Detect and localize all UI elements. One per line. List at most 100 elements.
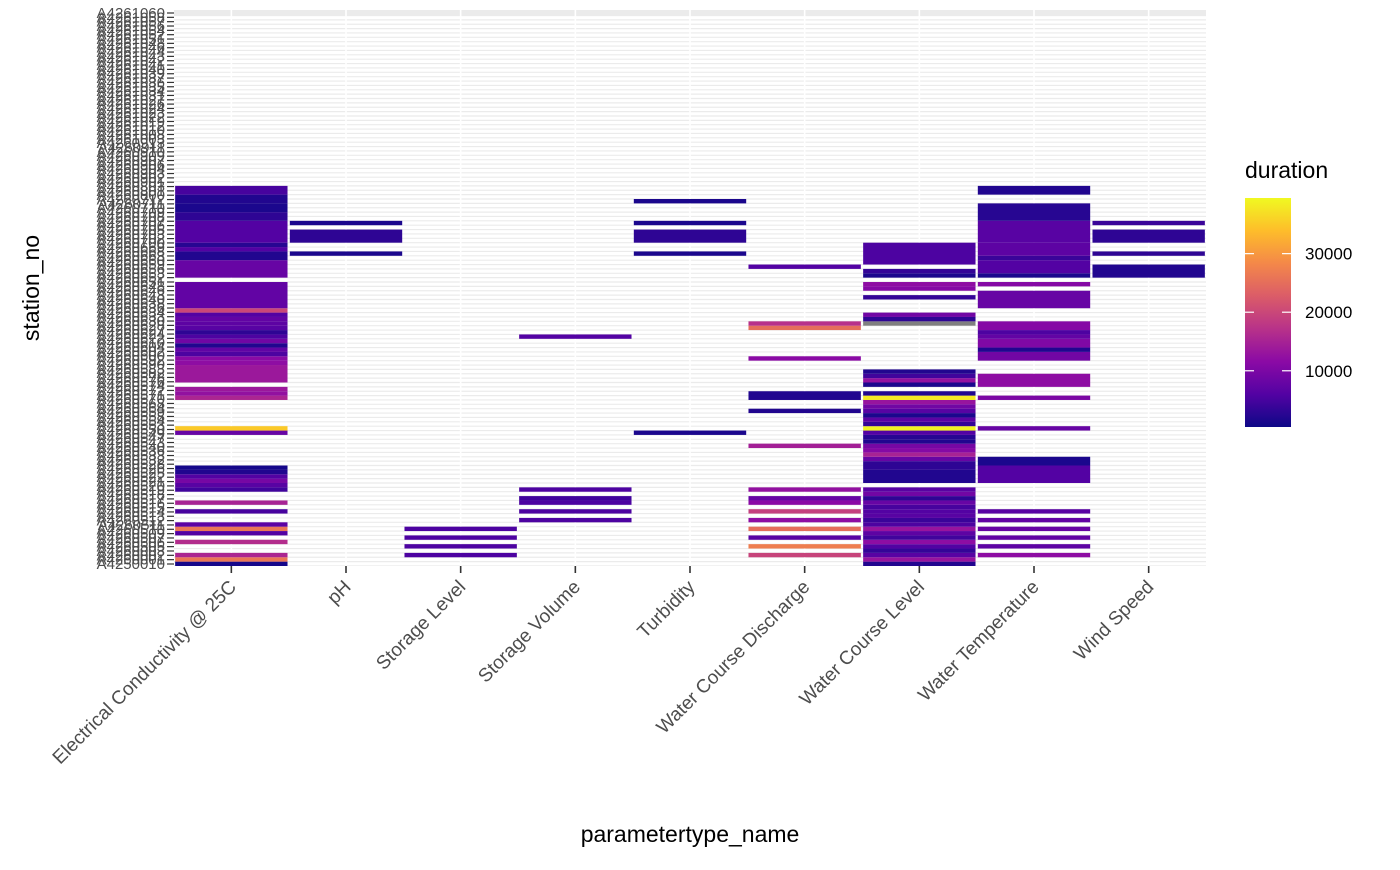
heatmap-tile [748,443,861,449]
y-tick-label: A4261046 [97,40,165,57]
x-tick-label: Water Course Level [796,577,929,710]
y-tick-label: A4260564 [97,400,165,417]
y-tick-label: A4261043 [97,48,165,65]
heatmap-tile [977,509,1091,514]
y-tick-label: A4260911 [98,139,165,156]
heatmap-tile [633,251,747,256]
legend-tick-label: 10000 [1305,362,1352,381]
heatmap-tile [175,203,288,213]
y-tick-label: A4260549 [97,426,165,443]
y-tick-label: A4261003 [97,131,165,148]
heatmap-tile [863,448,976,453]
y-axis: A4250010A4260001A4260002A4260003A4260505… [97,5,174,573]
heatmap-tile [977,330,1091,335]
heatmap-tile [748,535,861,540]
heatmap-tile [977,321,1091,331]
y-tick-label: A4260572 [97,382,165,399]
y-tick-label: A4261031 [97,87,165,104]
y-tick-label: A4260624 [97,326,165,343]
y-tick-label: A4260630 [97,313,165,330]
y-tick-label: A4260604 [97,339,165,356]
heatmap-tile [977,260,1091,274]
y-tick-label: A4260628 [97,317,165,334]
heatmap-tile [863,382,976,387]
y-tick-label: A4260602 [97,343,165,360]
y-tick-label: A4260636 [97,300,165,317]
y-tick-label: A4260568 [97,395,165,412]
y-axis-title: station_no [18,235,44,341]
heatmap-tile [404,526,517,532]
heatmap-tile [977,456,1091,466]
y-tick-label: A4260543 [97,435,165,452]
heatmap-tile [863,561,976,566]
heatmap-tile [175,426,288,431]
heatmap-tile [1092,264,1205,278]
y-tick-label: A4260512 [97,513,165,530]
heatmap-tile [519,487,632,492]
y-tick-label: A4260522 [97,469,165,486]
heatmap-tile [863,526,976,532]
legend-tick-label: 30000 [1305,245,1352,264]
y-tick-label: A4260514 [97,504,165,521]
y-tick-label: A4261024 [97,100,165,117]
y-tick-label: A4260525 [97,465,165,482]
heatmap-tile [175,391,288,396]
legend-title: duration [1245,157,1328,183]
heatmap-tile [633,220,747,226]
y-tick-label: A4261040 [97,61,165,78]
heatmap-tile [863,522,976,527]
color-legend: duration 10000 20000 30000 [1245,157,1352,427]
heatmap-tile [977,220,1091,243]
y-tick-label: A4261037 [97,70,165,87]
heatmap-tile [175,465,288,470]
y-tick-label: A4260907 [97,153,165,170]
heatmap-tile [748,391,861,400]
heatmap-tile [748,544,861,549]
heatmap-tile [863,421,976,427]
y-tick-label: A4261060 [97,5,165,22]
heatmap-tile [175,356,288,361]
heatmap-tile [175,500,288,505]
heatmap-tile [175,360,288,366]
heatmap-tile [748,496,861,501]
heatmap-tile [175,334,288,339]
x-axis: Electrical Conductivity @ 25C pH Storage L… [49,566,1158,769]
heatmap-tile [863,539,976,545]
heatmap-tile [863,557,976,562]
heatmap-tile [519,496,632,501]
y-tick-label: A4260511 [98,517,165,534]
y-tick-label: A4260648 [97,278,165,295]
heatmap-tile [863,417,976,422]
heatmap-tile [863,535,976,540]
y-tick-label: A4260656 [97,261,165,278]
y-tick-label: A4260547 [97,430,165,447]
heatmap-tile [748,509,861,514]
heatmap-tile [863,434,976,440]
y-tick-label: A4260507 [97,530,165,547]
y-tick-label: A4260711 [98,196,165,213]
heatmap-tile [748,526,861,532]
heatmap-tile [175,561,288,566]
y-tick-label: A4260533 [97,448,165,465]
heatmap-tile [863,373,976,379]
heatmap-tile [977,517,1091,523]
heatmap-tile [863,513,976,518]
y-tick-label: A4260634 [97,304,165,321]
heatmap-tile [519,517,632,523]
heatmap-tile [977,351,1091,361]
y-tick-label: A4260903 [97,166,165,183]
y-tick-label: A4260553 [97,417,165,434]
heatmap-tile [977,526,1091,532]
heatmap-tile [175,347,288,352]
heatmap-tile [863,439,976,444]
y-tick-label: A4260659 [97,257,165,274]
y-tick-label: A4261008 [97,126,165,143]
y-tick-label: A4261026 [97,96,165,113]
heatmap-tile [748,264,861,269]
x-tick-label: Turbidity [634,576,700,642]
heatmap-tile [977,338,1091,348]
legend-ticks: 10000 20000 30000 [1245,245,1352,381]
heatmap-tile [175,365,288,383]
heatmap-tile [1092,220,1205,226]
y-tick-label: A4260906 [97,157,165,174]
